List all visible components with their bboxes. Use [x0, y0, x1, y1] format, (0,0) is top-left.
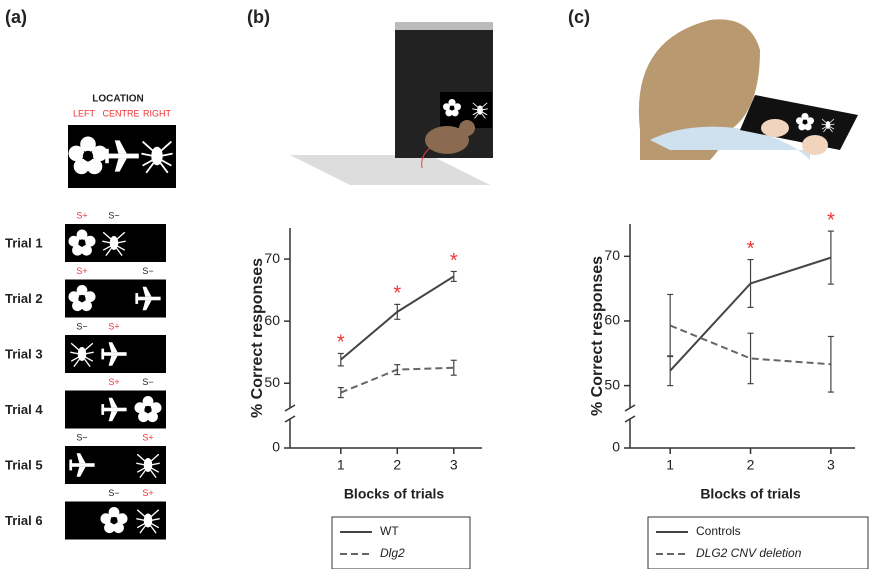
legend-label: WT: [380, 524, 399, 538]
error-bar: [451, 271, 457, 281]
x-axis-label: Blocks of trials: [344, 486, 445, 502]
legend-label: Dlg2: [380, 546, 405, 560]
x-tick-label: 2: [393, 457, 401, 473]
x-axis-label: Blocks of trials: [700, 486, 801, 502]
stimulus-marker: S−: [142, 377, 153, 387]
x-tick-label: 1: [666, 457, 674, 473]
trial-label: Trial 1: [5, 235, 43, 250]
location-label: LEFT: [73, 108, 96, 118]
significance-marker: *: [393, 283, 401, 305]
y-tick-label: 60: [264, 312, 280, 328]
stimulus-marker: S+: [108, 321, 119, 331]
significance-marker: *: [827, 209, 835, 231]
error-bar: [667, 356, 673, 386]
significance-marker: *: [337, 332, 345, 354]
y-tick-label: 70: [604, 247, 620, 263]
location-label: CENTRE: [102, 108, 139, 118]
location-label: RIGHT: [143, 108, 172, 118]
x-tick-label: 3: [450, 457, 458, 473]
y-tick-label: 0: [612, 439, 620, 455]
legend-box: [648, 517, 868, 569]
stimulus-marker: S−: [76, 432, 87, 442]
trial-label: Trial 6: [5, 513, 43, 528]
trial-label: Trial 3: [5, 346, 43, 361]
y-tick-label: 60: [604, 312, 620, 328]
x-tick-label: 2: [747, 457, 755, 473]
y-tick-label: 0: [272, 439, 280, 455]
mouse-illustration: [290, 22, 493, 185]
y-axis-label: % Correct responses: [249, 258, 266, 418]
stimulus-marker: S−: [108, 488, 119, 498]
x-tick-label: 1: [337, 457, 345, 473]
x-tick-label: 3: [827, 457, 835, 473]
stimulus-marker: S+: [142, 432, 153, 442]
trial-label: Trial 4: [5, 402, 43, 417]
error-bar: [394, 304, 400, 319]
figure: (a) (b) (c) LOCATION LEFT CENTRE RIGHT T…: [0, 0, 874, 569]
y-tick-label: 50: [604, 376, 620, 392]
stimulus-marker: S+: [142, 488, 153, 498]
significance-marker: *: [747, 238, 755, 260]
legend-box: [332, 517, 470, 569]
stimulus-marker: S−: [76, 321, 87, 331]
stimulus-marker: S+: [108, 377, 119, 387]
trial-label: Trial 2: [5, 291, 43, 306]
y-axis-label: % Correct responses: [589, 256, 606, 416]
trial-label: Trial 5: [5, 457, 43, 472]
panel-label: (a): [5, 7, 27, 27]
y-tick-label: 70: [264, 250, 280, 266]
legend-label: Controls: [696, 524, 741, 538]
panel-label: (c): [568, 7, 590, 27]
location-heading: LOCATION: [92, 94, 143, 105]
panel-label: (b): [247, 7, 270, 27]
error-bar: [338, 353, 344, 365]
y-tick-label: 50: [264, 374, 280, 390]
stimulus-marker: S−: [108, 210, 119, 220]
significance-marker: *: [450, 250, 458, 272]
child-illustration: [639, 19, 858, 160]
stimulus-marker: S+: [76, 210, 87, 220]
stimulus-marker: S−: [142, 266, 153, 276]
stimulus-marker: S+: [76, 266, 87, 276]
legend-label: DLG2 CNV deletion: [696, 546, 802, 560]
